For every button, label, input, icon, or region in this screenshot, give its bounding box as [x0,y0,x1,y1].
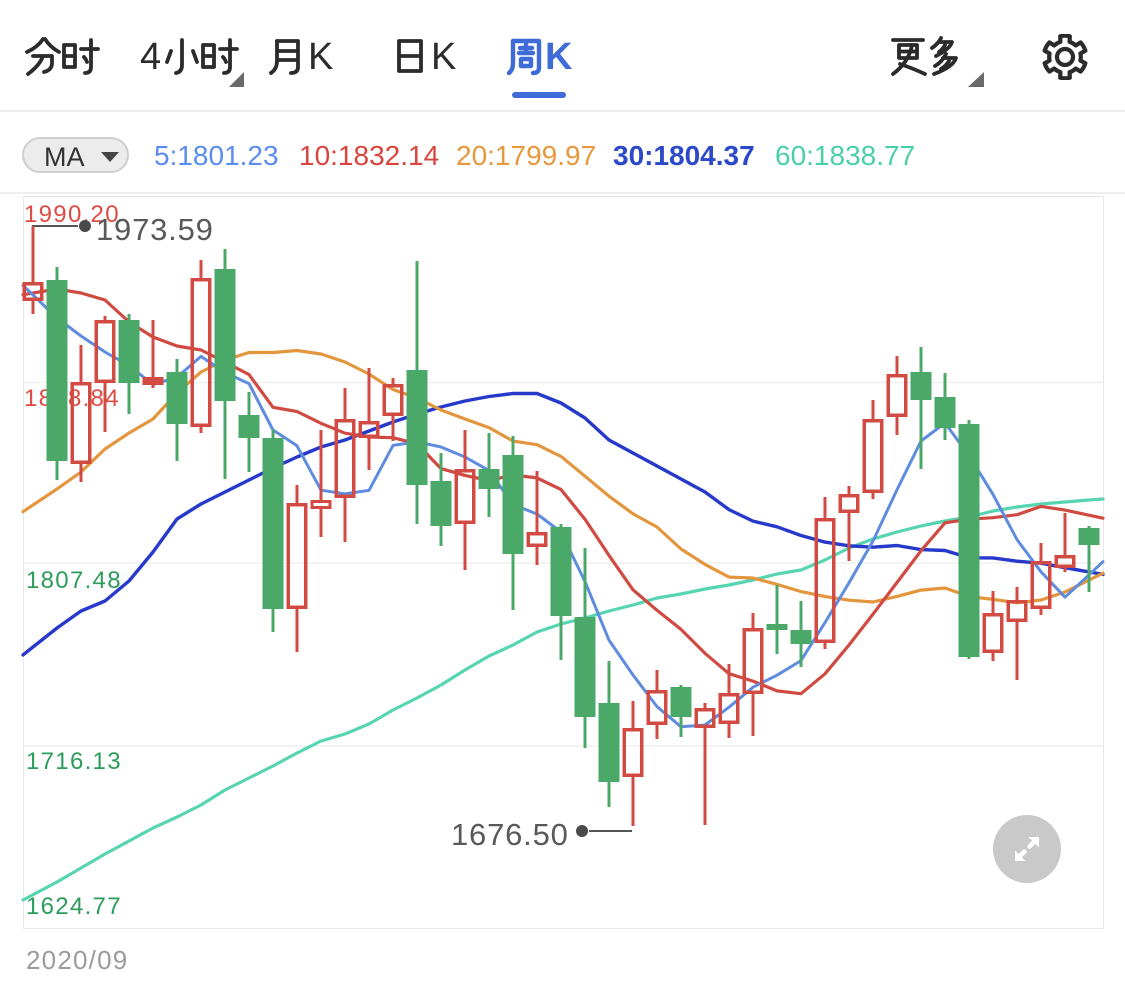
svg-text:1624.77: 1624.77 [26,893,122,920]
svg-text:1716.13: 1716.13 [26,748,122,775]
svg-text:1676.50: 1676.50 [451,817,569,852]
svg-text:1973.59: 1973.59 [96,212,214,247]
svg-text:1990.20: 1990.20 [24,201,120,228]
svg-text:1807.48: 1807.48 [26,567,122,594]
